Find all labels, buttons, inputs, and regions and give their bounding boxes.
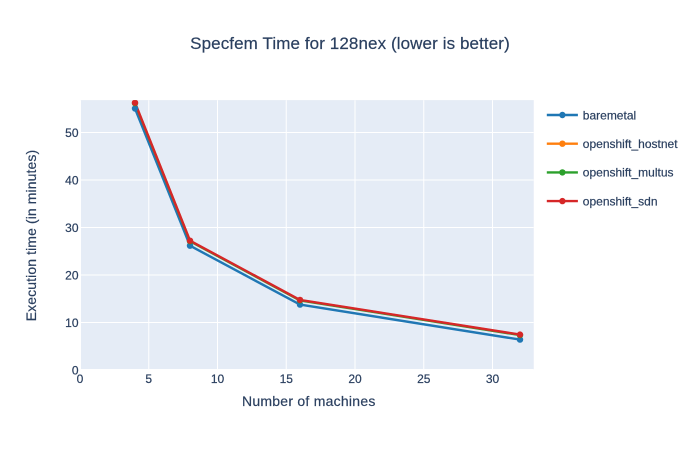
svg-text:10: 10 <box>211 372 225 386</box>
svg-text:40: 40 <box>65 173 79 187</box>
svg-text:Specfem Time for 128nex (lower: Specfem Time for 128nex (lower is better… <box>190 34 510 53</box>
svg-text:openshift_sdn: openshift_sdn <box>583 194 658 208</box>
svg-text:20: 20 <box>65 268 79 282</box>
svg-text:Execution time (in minutes): Execution time (in minutes) <box>23 150 39 322</box>
svg-text:0: 0 <box>72 363 79 377</box>
svg-text:openshift_hostnet: openshift_hostnet <box>583 137 678 151</box>
svg-text:30: 30 <box>65 221 79 235</box>
svg-text:5: 5 <box>145 372 152 386</box>
svg-text:20: 20 <box>348 372 362 386</box>
svg-text:baremetal: baremetal <box>583 108 636 122</box>
svg-text:Number of machines: Number of machines <box>242 393 376 409</box>
svg-text:10: 10 <box>65 316 79 330</box>
svg-text:openshift_multus: openshift_multus <box>583 166 674 180</box>
svg-text:50: 50 <box>65 126 79 140</box>
svg-text:25: 25 <box>417 372 431 386</box>
svg-text:0: 0 <box>77 372 84 386</box>
svg-text:15: 15 <box>280 372 294 386</box>
svg-text:30: 30 <box>486 372 500 386</box>
